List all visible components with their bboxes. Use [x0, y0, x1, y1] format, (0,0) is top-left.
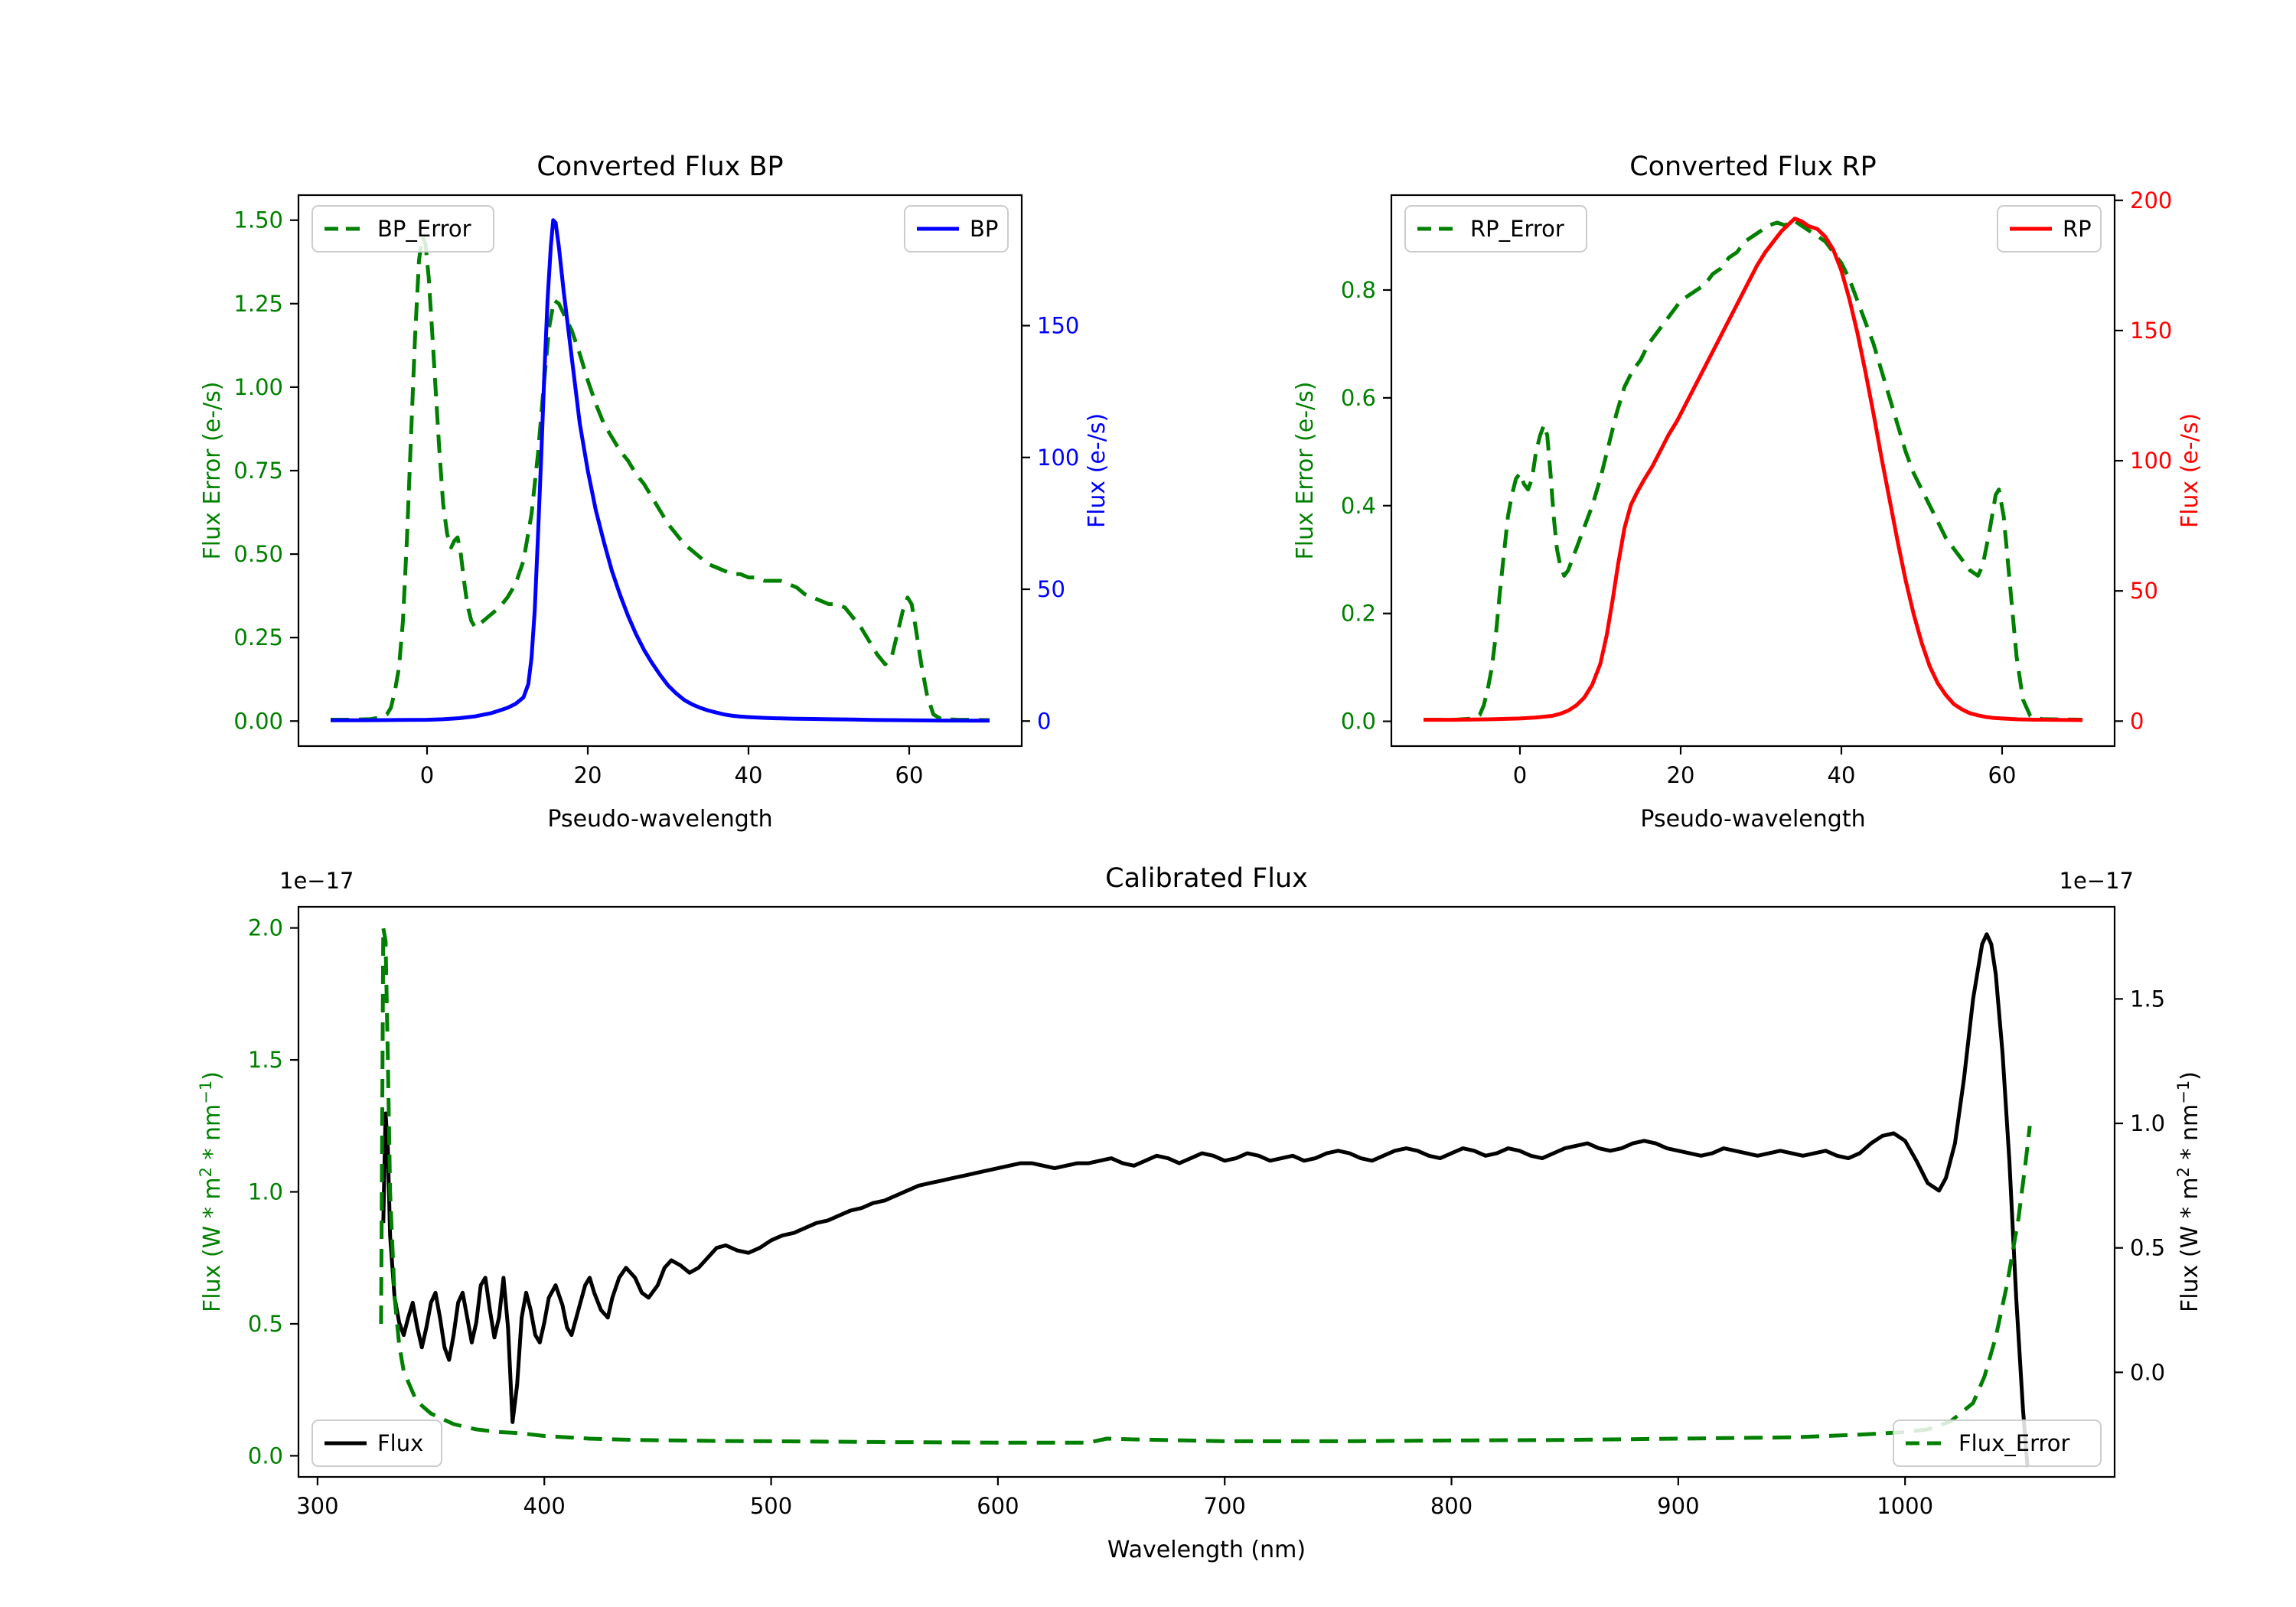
x-tick-label: 0 — [420, 762, 434, 788]
plot-area — [379, 926, 2032, 1468]
y-tick-label-left: 0.0 — [248, 1442, 283, 1468]
y-tick-label-left: 0.8 — [1341, 277, 1376, 303]
legend-box-RP_Error — [1404, 205, 1587, 253]
series-RP — [1424, 217, 2083, 722]
legend-box-Flux — [311, 1420, 442, 1467]
y-tick-label-left: 1.5 — [248, 1047, 283, 1073]
x-axis-label: Wavelength (nm) — [1107, 1537, 1306, 1563]
y-tick-label-right: 0.5 — [2130, 1235, 2165, 1261]
y-axis-label-right: Flux (e-/s) — [2177, 413, 2203, 528]
y-axis-label-left: Flux Error (e-/s) — [199, 382, 226, 560]
y-tick-label-right: 0.0 — [2130, 1359, 2165, 1385]
x-tick-label: 60 — [1988, 762, 2017, 788]
x-tick-label: 60 — [895, 762, 924, 788]
x-tick-label: 20 — [1667, 762, 1695, 788]
legend-label-Flux_Error: Flux_Error — [1958, 1430, 2070, 1456]
offset-text-left: 1e−17 — [279, 868, 354, 894]
y-tick-label-right: 150 — [1037, 313, 1079, 339]
chart-title: Converted Flux RP — [1629, 152, 1877, 182]
y-tick-label-left: 0.50 — [233, 541, 283, 567]
series-BP — [331, 218, 990, 723]
y-tick-label-right: 100 — [2130, 448, 2172, 474]
y-tick-label-left: 1.25 — [233, 291, 283, 317]
x-tick-label: 900 — [1657, 1493, 1699, 1519]
y-tick-label-right: 100 — [1037, 445, 1079, 471]
series-Flux — [381, 932, 2030, 1468]
x-tick-label: 300 — [296, 1493, 338, 1519]
axes-frame — [297, 905, 2116, 1478]
y-tick-label-left: 0.25 — [233, 624, 283, 650]
axes-frame — [297, 194, 1023, 748]
x-tick-label: 500 — [750, 1493, 792, 1519]
plot-area — [1424, 217, 2083, 722]
y-tick-label-right: 1.0 — [2130, 1110, 2165, 1136]
x-tick-label: 700 — [1204, 1493, 1246, 1519]
y-tick-label-right: 0 — [1037, 708, 1051, 734]
x-axis-label: Pseudo-wavelength — [1640, 806, 1865, 833]
y-tick-label-left: 2.0 — [248, 915, 283, 941]
chart-title: Converted Flux BP — [536, 152, 783, 182]
x-tick-label: 400 — [523, 1493, 566, 1519]
axes-frame — [1390, 194, 2116, 748]
legend-label-Flux: Flux — [377, 1430, 423, 1456]
y-tick-label-left: 0.00 — [233, 708, 283, 734]
legend-label-RP: RP — [2063, 216, 2092, 242]
x-tick-label: 600 — [977, 1493, 1019, 1519]
y-axis-label-left: Flux (W * m2 * nm−1) — [197, 1071, 226, 1312]
y-tick-label-right: 50 — [2130, 578, 2158, 604]
x-tick-label: 800 — [1430, 1493, 1473, 1519]
legend-label-RP_Error: RP_Error — [1470, 216, 1564, 242]
y-tick-label-left: 0.0 — [1341, 709, 1376, 735]
y-axis-label-right: Flux (e-/s) — [1084, 413, 1110, 528]
legend-label-BP_Error: BP_Error — [377, 216, 471, 242]
offset-text-right: 1e−17 — [2060, 868, 2135, 894]
y-tick-label-left: 1.50 — [233, 207, 283, 233]
chart-title: Calibrated Flux — [1105, 863, 1308, 894]
y-tick-label-left: 1.0 — [248, 1179, 283, 1205]
y-tick-label-left: 0.4 — [1341, 493, 1376, 519]
y-tick-label-left: 0.75 — [233, 458, 283, 484]
plot-area — [331, 218, 990, 723]
x-tick-label: 20 — [574, 762, 602, 788]
legend-box-BP_Error — [311, 205, 494, 253]
y-tick-label-right: 200 — [2130, 187, 2172, 214]
y-tick-label-right: 50 — [1037, 576, 1065, 602]
y-tick-label-left: 0.5 — [248, 1311, 283, 1337]
y-tick-label-left: 0.6 — [1341, 385, 1376, 411]
y-tick-label-right: 1.5 — [2130, 986, 2165, 1012]
series-Flux_Error — [379, 926, 2032, 1445]
series-BP_Error — [331, 235, 990, 722]
y-tick-label-left: 0.2 — [1341, 601, 1376, 627]
y-axis-label-right: Flux (W * m2 * nm−1) — [2174, 1071, 2203, 1312]
x-axis-label: Pseudo-wavelength — [547, 806, 772, 833]
legend-label-BP: BP — [970, 216, 998, 242]
x-tick-label: 1000 — [1877, 1493, 1933, 1519]
y-tick-label-left: 1.00 — [233, 374, 283, 400]
y-tick-label-right: 0 — [2130, 708, 2144, 734]
y-axis-label-left: Flux Error (e-/s) — [1292, 382, 1319, 560]
x-tick-label: 40 — [735, 762, 763, 788]
series-RP_Error — [1424, 217, 2083, 722]
legend-box-Flux_Error — [1893, 1420, 2102, 1467]
y-tick-label-right: 150 — [2130, 318, 2172, 344]
x-tick-label: 40 — [1828, 762, 1856, 788]
x-tick-label: 0 — [1513, 762, 1527, 788]
